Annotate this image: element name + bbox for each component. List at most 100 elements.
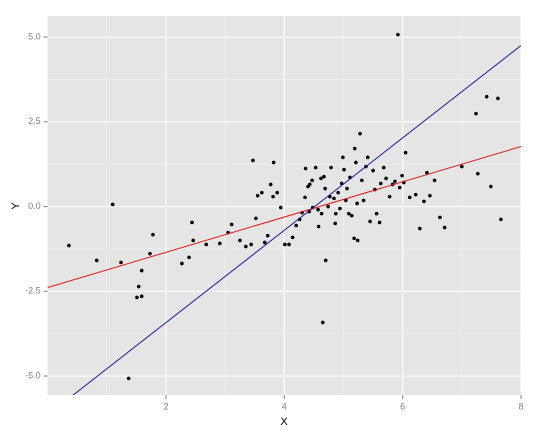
point: [344, 198, 348, 203]
fit-line: [47, 146, 521, 289]
point: [342, 167, 346, 172]
point: [333, 211, 338, 216]
point: [294, 223, 298, 228]
point: [360, 178, 364, 183]
point: [316, 207, 320, 212]
point: [381, 165, 386, 170]
point: [332, 196, 336, 201]
plot-area: [47, 32, 521, 395]
point: [418, 226, 422, 231]
point: [275, 190, 279, 195]
point: [347, 211, 351, 216]
point: [484, 94, 489, 99]
point: [67, 243, 71, 248]
point: [217, 241, 222, 246]
point: [476, 171, 480, 176]
point: [323, 258, 328, 263]
point: [460, 164, 464, 169]
point: [489, 184, 493, 189]
point: [496, 96, 500, 101]
point: [361, 198, 366, 203]
point: [323, 186, 327, 191]
point: [377, 220, 382, 225]
point: [355, 238, 360, 243]
point: [333, 221, 337, 226]
point: [265, 233, 270, 238]
fit-line: [72, 45, 521, 395]
y-tick-label: 2.5: [28, 116, 41, 126]
point: [119, 260, 123, 265]
point: [313, 165, 318, 170]
x-tick-label: 4: [282, 401, 287, 411]
x-tick-label: 6: [400, 401, 405, 411]
point: [244, 244, 248, 249]
point: [397, 185, 402, 190]
point: [187, 255, 191, 260]
point: [345, 186, 349, 191]
point: [310, 178, 314, 183]
y-tick-label: 0.0: [28, 201, 41, 211]
point: [396, 32, 400, 37]
point: [354, 160, 358, 165]
point: [271, 160, 276, 165]
point: [307, 182, 312, 187]
point: [349, 213, 354, 218]
point: [148, 251, 152, 256]
point: [400, 173, 404, 178]
point: [151, 232, 155, 237]
point: [499, 217, 503, 222]
point: [442, 225, 447, 230]
point: [271, 194, 275, 199]
point: [262, 240, 267, 245]
point: [341, 155, 345, 160]
point: [365, 155, 370, 160]
point: [303, 166, 308, 171]
point: [374, 211, 379, 216]
point: [139, 268, 144, 273]
point: [393, 179, 397, 184]
point: [320, 320, 325, 325]
point: [407, 195, 412, 200]
point: [438, 215, 442, 220]
point: [413, 192, 418, 197]
point: [352, 236, 356, 241]
point: [229, 222, 234, 227]
point: [425, 170, 429, 175]
point: [238, 238, 242, 243]
point: [204, 242, 208, 247]
point: [329, 165, 333, 170]
x-tick-label: 8: [518, 401, 523, 411]
point: [384, 176, 388, 181]
point: [319, 176, 323, 181]
point: [378, 181, 383, 186]
point: [338, 206, 342, 211]
point: [190, 220, 194, 225]
point: [290, 235, 295, 240]
point: [191, 238, 195, 243]
point: [352, 146, 357, 151]
point: [268, 182, 273, 187]
point: [316, 224, 321, 229]
point: [322, 174, 326, 179]
point: [432, 178, 437, 183]
point: [180, 261, 184, 266]
point: [278, 205, 283, 210]
point: [287, 242, 291, 247]
point: [260, 190, 264, 195]
point: [110, 202, 115, 207]
point: [326, 204, 330, 209]
point: [94, 258, 99, 263]
y-tick-label: 5.0: [28, 31, 41, 41]
y-tick-label: -2.5: [25, 286, 41, 296]
point: [126, 376, 131, 381]
point: [136, 284, 141, 289]
point: [428, 193, 432, 198]
y-axis-title: Y: [10, 202, 22, 210]
point: [336, 190, 340, 195]
point: [368, 219, 372, 224]
x-tick-label: 2: [163, 401, 168, 411]
point: [319, 211, 324, 216]
point: [283, 242, 287, 247]
point: [139, 294, 144, 299]
